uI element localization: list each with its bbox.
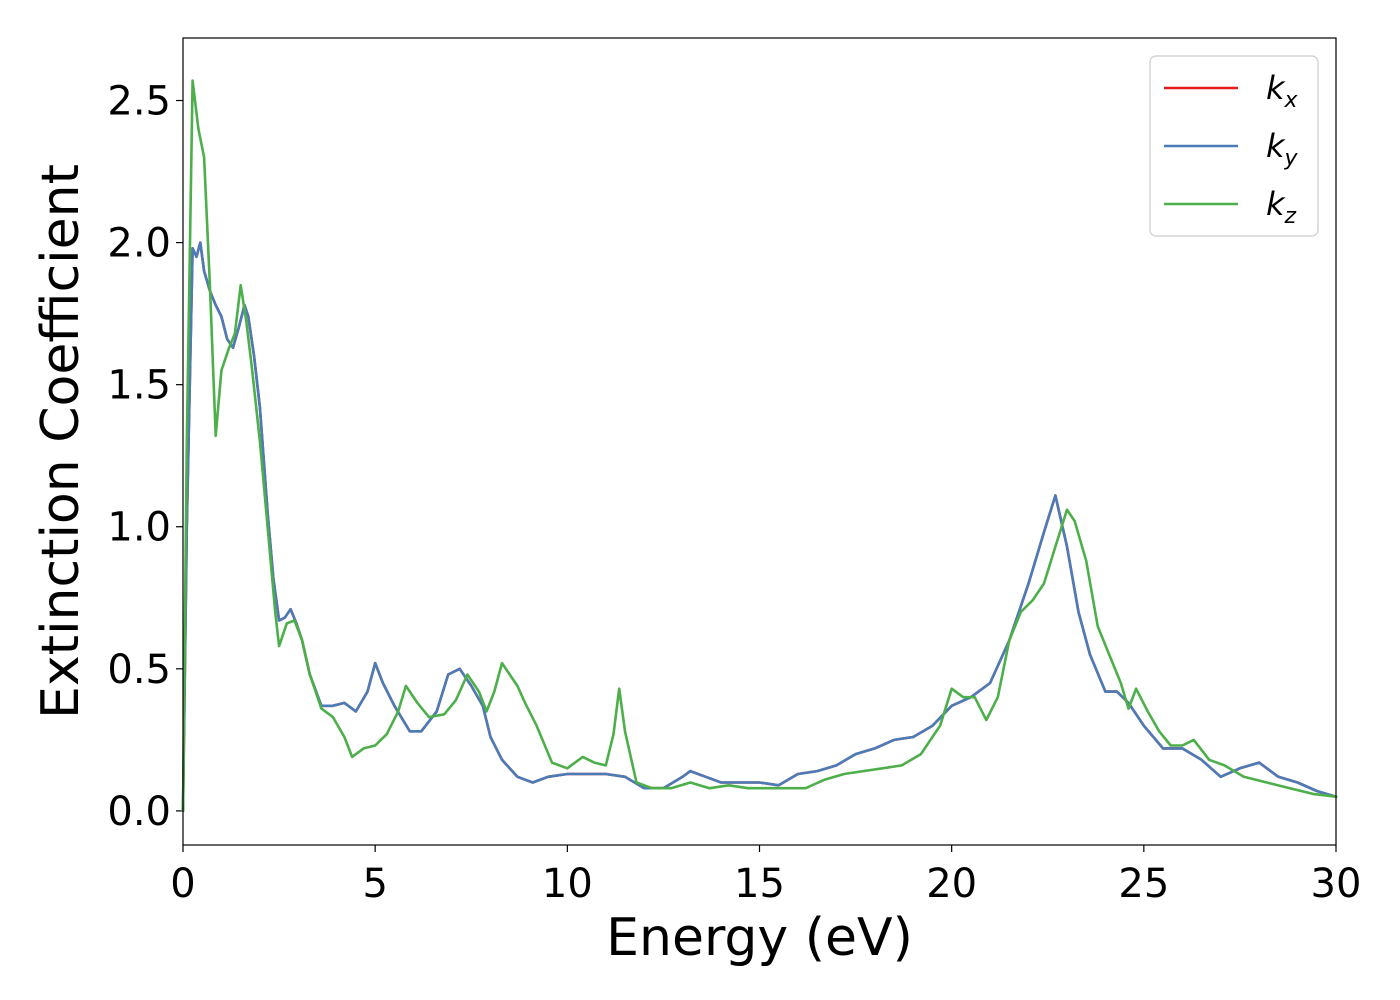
legend-label-ky: ky [1266, 127, 1299, 171]
plot-area [181, 79, 1338, 813]
legend-label-subscript: z [1284, 204, 1297, 229]
legend-label-main: k [1266, 69, 1286, 107]
series-line-ky [181, 241, 1338, 813]
legend-label-main: k [1266, 127, 1286, 165]
x-axis-ticks: 0 5 10 15 20 25 30 [170, 845, 1361, 907]
x-tick-label: 0 [170, 861, 195, 907]
y-tick-label: 2.0 [107, 221, 171, 267]
x-tick-label: 30 [1311, 861, 1362, 907]
legend-label-subscript: x [1284, 88, 1299, 113]
x-tick-label: 10 [542, 861, 593, 907]
y-tick-label: 0.0 [107, 789, 171, 835]
legend-label-subscript: y [1284, 146, 1299, 171]
y-axis-ticks: 0.0 0.5 1.0 1.5 2.0 2.5 [107, 79, 183, 835]
series-line-kz [181, 79, 1338, 813]
x-tick-label: 5 [362, 861, 387, 907]
x-axis-label: Energy (eV) [606, 908, 913, 968]
x-tick-label: 15 [734, 861, 785, 907]
y-tick-label: 0.5 [107, 647, 171, 693]
x-tick-label: 25 [1118, 861, 1169, 907]
x-tick-label: 20 [926, 861, 977, 907]
plot-frame [182, 37, 1337, 846]
y-tick-label: 2.5 [107, 79, 171, 125]
legend-label-main: k [1266, 185, 1286, 223]
y-axis-label: Extinction Coefficient [31, 164, 91, 719]
y-tick-label: 1.5 [107, 363, 171, 409]
legend-label-kx: kx [1266, 69, 1299, 113]
legend-label-kz: kz [1266, 185, 1297, 229]
y-tick-label: 1.0 [107, 505, 171, 551]
